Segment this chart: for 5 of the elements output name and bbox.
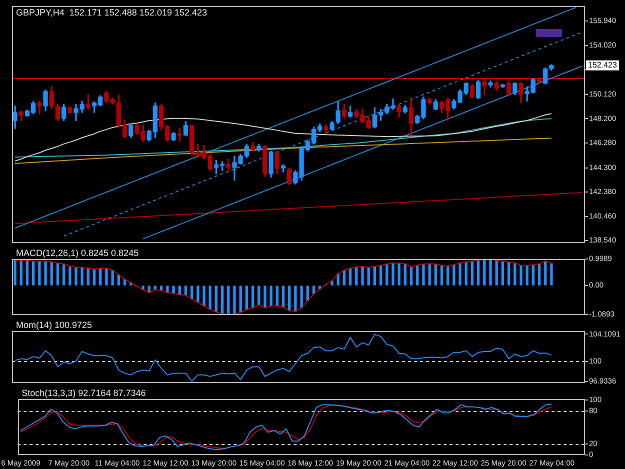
chart-title: MACD(12,26,1) 0.8245 0.8245 bbox=[16, 248, 139, 258]
chart-title: Mom(14) 100.9725 bbox=[16, 320, 92, 330]
annotation: 152.423 bbox=[588, 60, 618, 70]
chart-title: GBPJPY,H4 152.171 152.488 152.019 152.423 bbox=[16, 7, 207, 18]
chart-title: Stoch(13,3,3) 92.7164 87.7346 bbox=[22, 388, 146, 398]
